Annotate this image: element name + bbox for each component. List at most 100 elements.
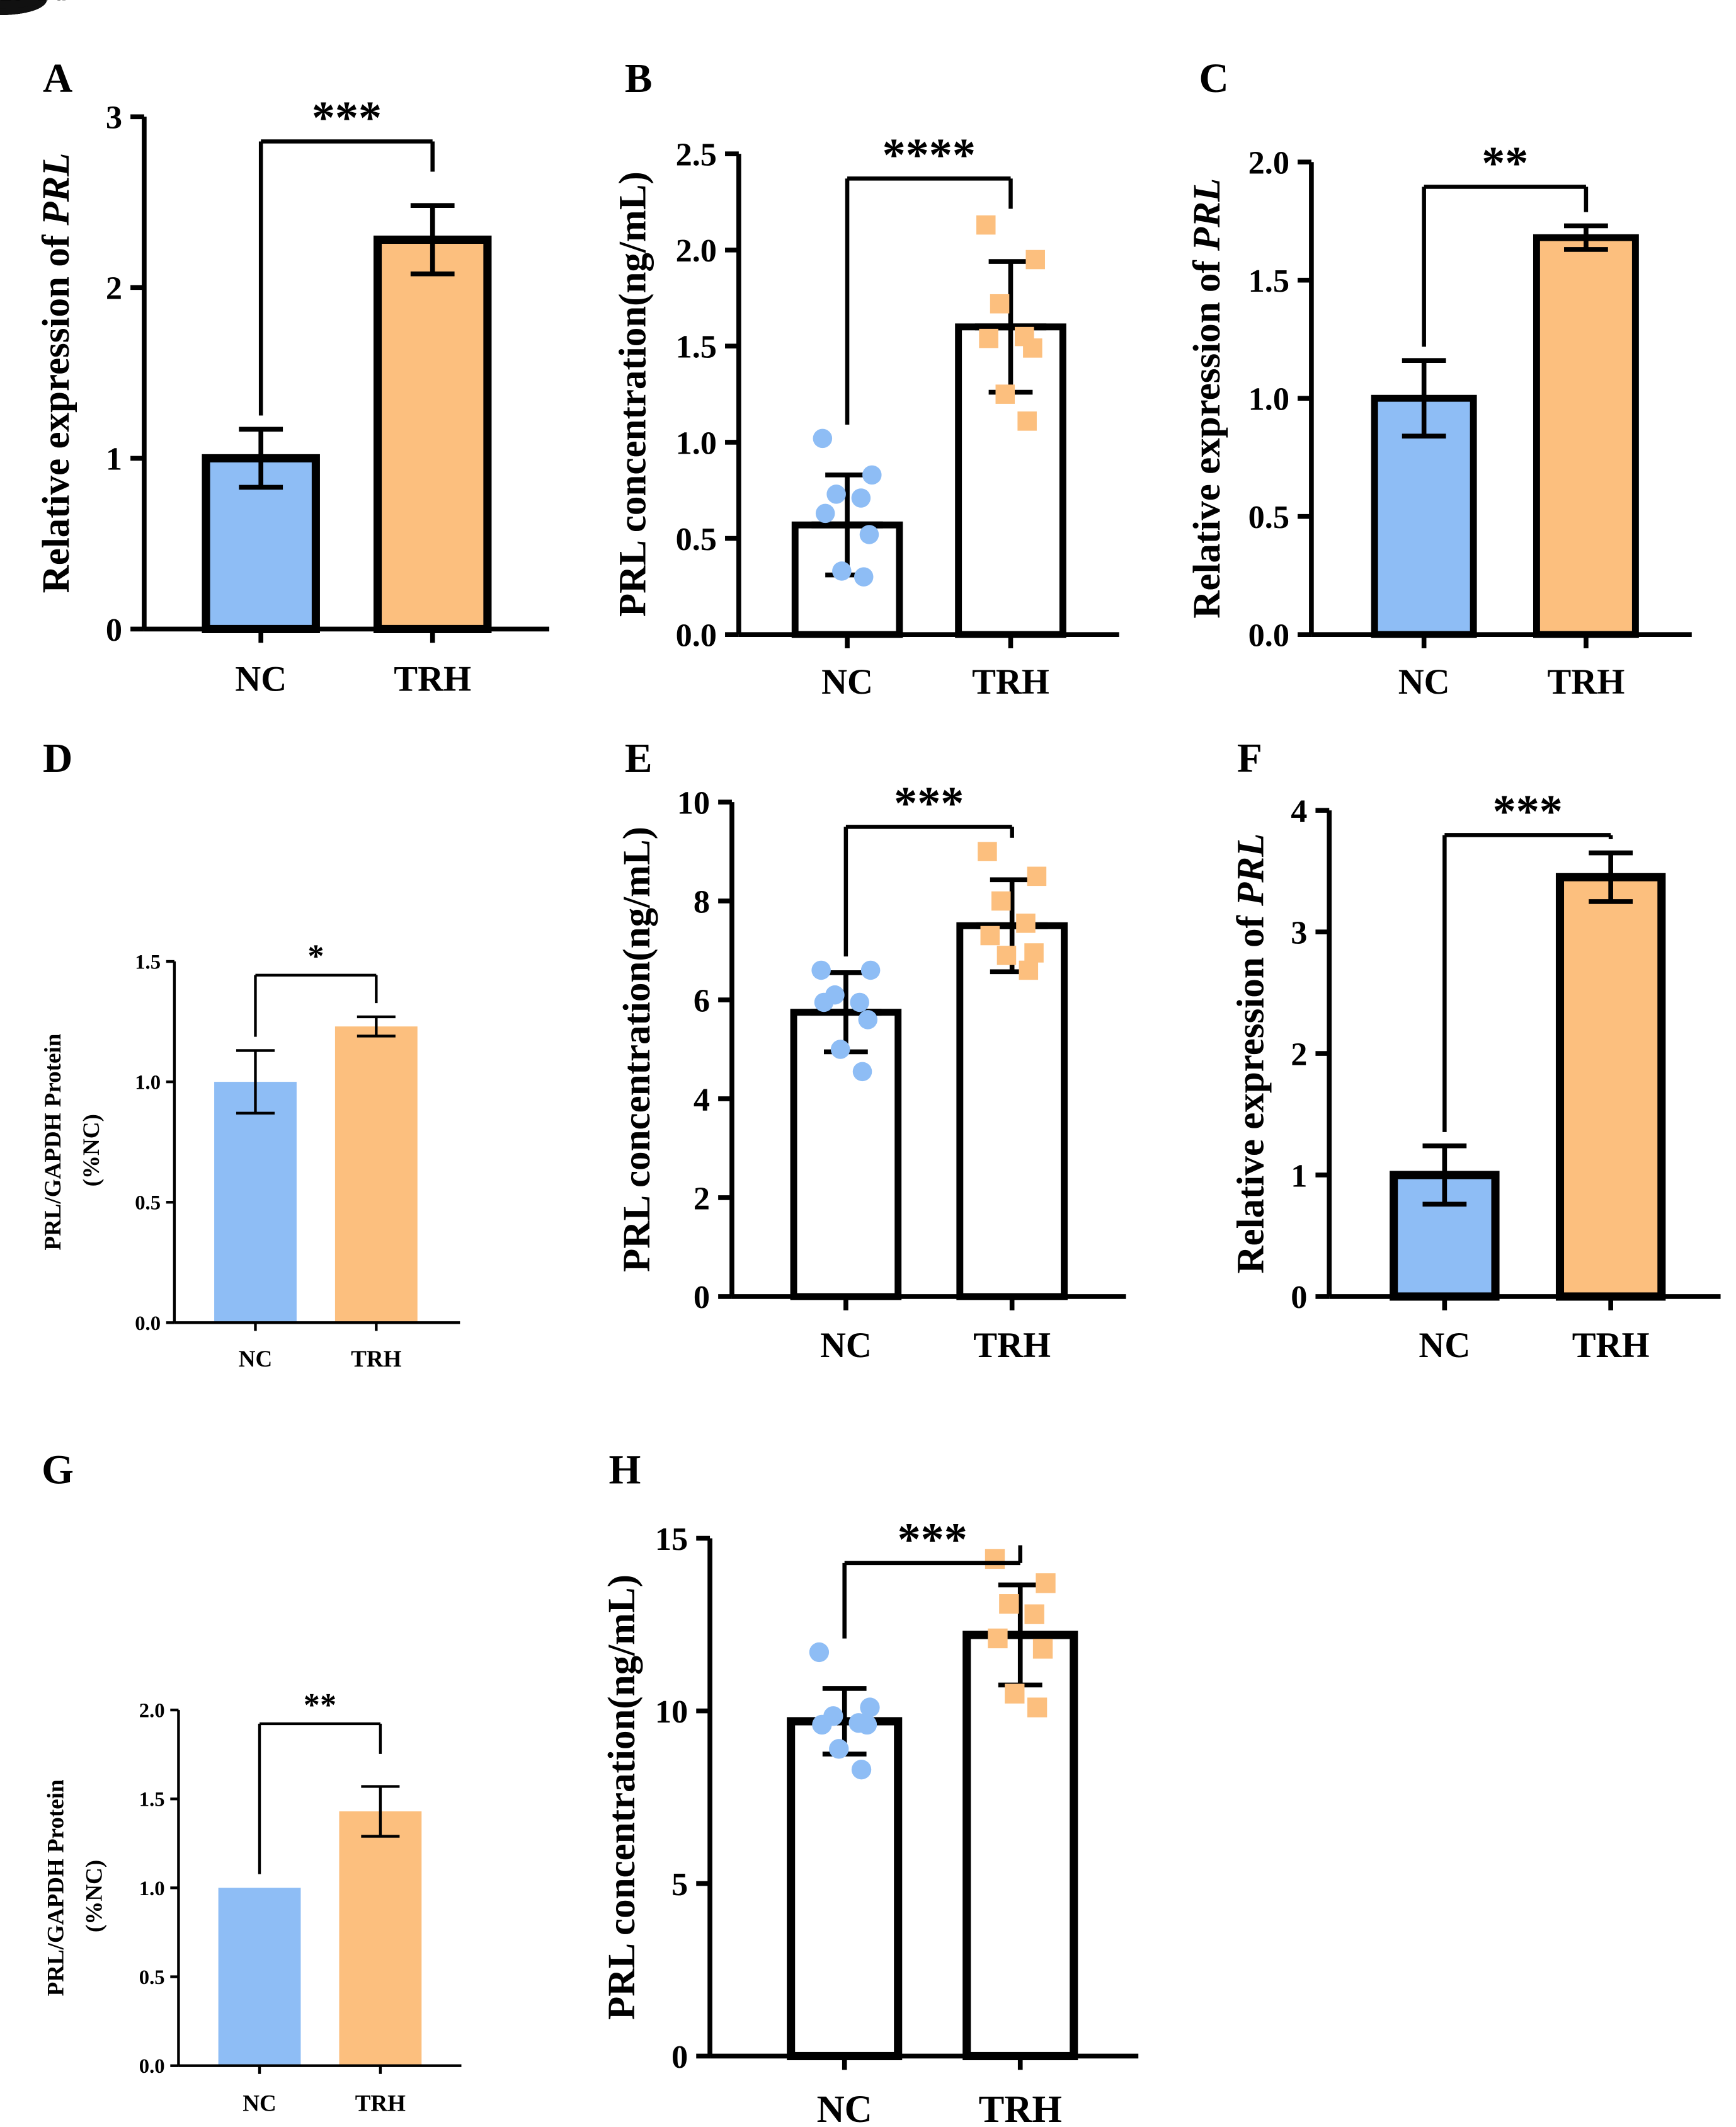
y-axis-label: Relative expression of PRL [1230,834,1272,1274]
error-bar-trh [410,203,455,277]
data-point-nc [857,1714,877,1735]
y-tick-label: 0.0 [1248,617,1289,653]
x-tick-label-trh: TRH [972,662,1049,702]
y-axis-label: PRL/GAPDH Protein [40,1033,66,1250]
y-tick-label: 10 [655,1694,688,1730]
blot-band [0,0,44,9]
bar-nc [218,1888,301,2066]
data-point-trh [1027,1697,1048,1717]
y-axis-label: PRL concentration(ng/mL) [616,827,658,1272]
data-point-nc [812,1714,832,1735]
y-tick-label: 5 [671,1866,688,1903]
panel-e: E 0 2 4 6 8 10 NC TRH PRL concentration(ng/mL) *** [616,736,1126,1365]
data-point-trh [1025,249,1045,270]
y-axis-label: Relative expression of PRL [1186,178,1228,619]
data-point-trh [1024,1604,1044,1624]
y-axis-label-part: PRL concentration(ng/mL) [601,1574,643,2020]
y-tick-label: 15 [655,1521,688,1557]
y-tick-label: 0.5 [676,521,717,558]
error-bar-nc [1402,358,1446,439]
data-point-trh [978,842,997,861]
data-point-trh [976,215,996,235]
y-tick-label: 0.5 [139,1966,165,1989]
data-point-nc [815,503,835,524]
data-point-trh [1023,338,1042,358]
y-tick-label: 1 [1291,1157,1307,1194]
data-point-trh [985,1549,1005,1569]
error-bar-nc [236,1049,275,1115]
y-axis-label-part: PRL concentration(ng/mL) [612,171,654,617]
panel-g: G 0.0 0.5 1.0 1.5 2.0 NC TRH PRL/GAPDH Protein (%… [0,0,462,2117]
panel-letter: C [1199,56,1229,101]
y-tick-label: 1.0 [676,425,717,461]
bar-trh [956,922,1068,1300]
panel-letter: D [43,736,72,781]
y-axis-label-part: Relative expression of [35,226,77,593]
significance-label: *** [1493,786,1563,837]
panel-a: A 0 1 2 3 NC TRH Relative expression of PRL *** [35,56,549,699]
x-tick-label-trh: TRH [1547,662,1625,702]
significance-label: * [307,938,324,975]
data-point-nc [813,428,833,449]
y-tick-label: 0 [694,1279,710,1316]
significance-bracket [843,825,1014,957]
y-axis-label-unit: (%NC) [79,1114,105,1186]
data-point-nc [862,465,882,485]
data-point-trh [1036,1573,1056,1593]
panel-letter: H [608,1447,641,1493]
western-blot: NCTRHGAPDH37kDaPRL25kDa [0,0,66,15]
panel-d: D 0.0 0.5 1.0 1.5 NC TRH PRL/GAPDH Protein (%NC)… [0,0,460,1372]
significance-bracket [1422,185,1589,347]
significance-label: **** [882,129,976,181]
x-tick-label-trh: TRH [973,1326,1051,1365]
y-tick-label: 1.5 [139,1789,165,1811]
blot-size-label: 25kDa [0,0,66,6]
data-point-trh [1027,866,1047,886]
bar-trh [1555,873,1666,1301]
error-bar-trh [1564,223,1608,252]
bar-nc [791,521,903,638]
data-point-nc [826,484,846,504]
data-point-nc [860,960,881,980]
y-axis-label-part: Relative expression of [1230,906,1272,1274]
significance-label: *** [312,92,382,144]
data-point-trh [996,946,1017,965]
significance-bracket [1442,833,1613,1132]
panel-h: H 0 5 10 15 NC TRH PRL concentration(ng/mL) *** [601,1447,1139,2127]
significance-bracket [845,176,1013,425]
y-tick-label: 0 [671,2039,688,2075]
y-tick-label: 4 [1291,793,1307,830]
y-tick-label: 0 [1291,1279,1307,1316]
y-tick-label: 0 [106,612,122,648]
bar-nc [787,1717,903,2060]
data-point-nc [830,1040,850,1059]
y-axis-label: Relative expression of PRL [35,152,77,593]
error-bar-trh [357,1015,396,1038]
bar-nc [214,1082,297,1323]
x-tick-label-nc: NC [820,1326,872,1365]
y-axis-label-part: PRL concentration(ng/mL) [616,827,658,1272]
y-tick-label: 1.5 [676,329,717,365]
data-point-trh [988,1628,1008,1649]
bar-trh [1533,234,1639,638]
y-tick-label: 2.0 [1248,145,1289,181]
data-point-trh [1017,411,1037,431]
panel-letter: A [43,56,72,101]
y-tick-label: 2.0 [676,232,717,269]
error-bar-nc [239,427,283,490]
significance-label: *** [894,777,964,829]
y-axis-label-part: PRL/GAPDH Protein [43,1779,69,1996]
y-tick-label: 8 [694,883,710,920]
significance-bracket [258,1722,382,1874]
data-point-trh [1016,914,1036,933]
data-point-nc [811,960,831,980]
y-axis-label-part: PRL [1230,834,1272,907]
data-point-nc [852,1062,872,1082]
x-tick-label-trh: TRH [394,660,471,699]
data-point-trh [1019,960,1039,980]
data-point-nc [809,1642,830,1663]
y-tick-label: 0.5 [1248,499,1289,536]
panel-f: F 0 1 2 3 4 NC TRH Relative expression of PRL *** [1230,736,1721,1365]
y-axis-label-part: PRL [35,152,77,226]
y-tick-label: 1.0 [135,1072,161,1094]
